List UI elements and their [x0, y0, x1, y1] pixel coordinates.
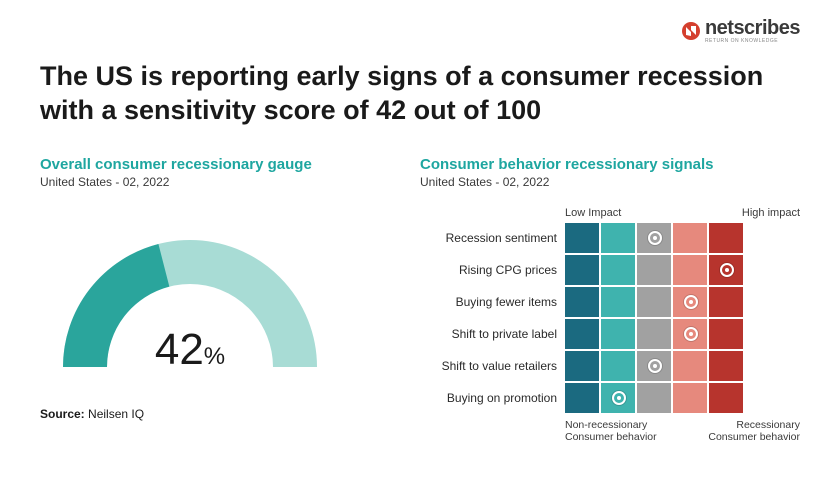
heatmap-cell [601, 287, 635, 317]
heatmap-cell [565, 223, 599, 253]
heatmap-cells [565, 351, 743, 381]
heatmap-cell [709, 223, 743, 253]
gauge-panel: Overall consumer recessionary gauge Unit… [40, 156, 380, 444]
heatmap-cell [601, 223, 635, 253]
heatmap-cell [565, 383, 599, 413]
logo-icon [681, 21, 701, 41]
marker-icon [684, 295, 698, 309]
page-title: The US is reporting early signs of a con… [40, 60, 800, 128]
impact-axis: Low Impact High impact [565, 207, 800, 219]
footer-right: Recessionary Consumer behavior [700, 419, 800, 444]
heatmap-row: Shift to value retailers [420, 351, 800, 381]
source-label: Source: [40, 407, 85, 421]
heatmap-row-label: Buying on promotion [420, 391, 565, 405]
heatmap-cell [637, 287, 671, 317]
heatmap-cell [709, 319, 743, 349]
percent-symbol: % [204, 343, 225, 370]
heatmap-row: Shift to private label [420, 319, 800, 349]
heatmap-cell [673, 351, 707, 381]
heatmap-row-label: Shift to private label [420, 327, 565, 341]
marker-icon [684, 327, 698, 341]
heatmap-cells [565, 223, 743, 253]
source-line: Source: Neilsen IQ [40, 407, 380, 421]
heatmap-cell [673, 383, 707, 413]
heatmap-cells [565, 255, 743, 285]
gauge-value: 42% [40, 325, 340, 375]
marker-icon [648, 231, 662, 245]
logo-text: netscribes [705, 18, 800, 38]
marker-icon [720, 263, 734, 277]
heatmap-row-label: Buying fewer items [420, 295, 565, 309]
heatmap-cell [565, 287, 599, 317]
heatmap-cell [709, 351, 743, 381]
heatmap-row-label: Shift to value retailers [420, 359, 565, 373]
heatmap-cell [637, 319, 671, 349]
heatmap-row: Buying on promotion [420, 383, 800, 413]
heatmap-cells [565, 383, 743, 413]
heatmap-subtitle: United States - 02, 2022 [420, 175, 800, 189]
source-value: Neilsen IQ [88, 407, 144, 421]
gauge-number: 42 [155, 325, 204, 374]
heatmap-cell [673, 255, 707, 285]
heatmap-cell [601, 351, 635, 381]
brand-logo: netscribes RETURN ON KNOWLEDGE [681, 18, 800, 44]
heatmap-panel: Consumer behavior recessionary signals U… [420, 156, 800, 444]
heatmap-cell [637, 383, 671, 413]
heatmap-cell [565, 255, 599, 285]
heatmap-cell [709, 287, 743, 317]
heatmap-row: Rising CPG prices [420, 255, 800, 285]
heatmap-cell [565, 351, 599, 381]
gauge-subtitle: United States - 02, 2022 [40, 175, 380, 189]
footer-left: Non-recessionary Consumer behavior [565, 419, 665, 444]
heatmap-footer: Non-recessionary Consumer behavior Reces… [565, 419, 800, 444]
heatmap-cell [601, 255, 635, 285]
heatmap-cell [601, 319, 635, 349]
heatmap-title: Consumer behavior recessionary signals [420, 156, 800, 173]
impact-high-label: High impact [742, 207, 800, 219]
impact-low-label: Low Impact [565, 207, 621, 219]
heatmap-cells [565, 287, 743, 317]
heatmap-row-label: Rising CPG prices [420, 263, 565, 277]
heatmap-cell [565, 319, 599, 349]
heatmap-cell [709, 383, 743, 413]
marker-icon [648, 359, 662, 373]
heatmap-cell [673, 223, 707, 253]
gauge-title: Overall consumer recessionary gauge [40, 156, 380, 173]
heatmap-cells [565, 319, 743, 349]
marker-icon [612, 391, 626, 405]
heatmap-row: Recession sentiment [420, 223, 800, 253]
heatmap-row-label: Recession sentiment [420, 231, 565, 245]
gauge-chart: 42% [40, 207, 340, 377]
heatmap-row: Buying fewer items [420, 287, 800, 317]
heatmap-cell [637, 255, 671, 285]
